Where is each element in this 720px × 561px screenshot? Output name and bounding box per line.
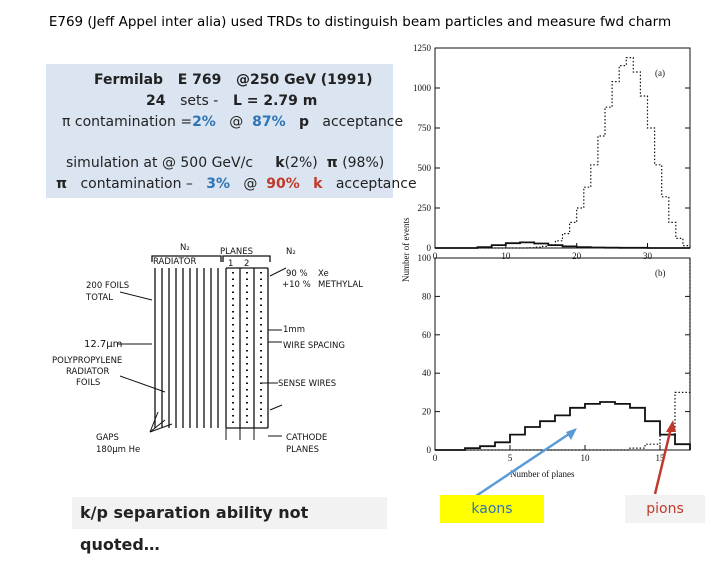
chart-a: 0 250 500 750 1000 1250 0 10 20 30 (a) [413,43,691,261]
length-value: L = 2.79 m [232,93,318,109]
acceptance-label: acceptance [322,114,404,130]
pi-contamination-value: 2% [192,114,216,130]
separation-note: k/p separation ability not quoted… [72,497,387,554]
gaps-label-2: 180μm He [96,445,140,455]
chart-a-ytick-label: 1000 [413,83,432,93]
gas-mix-1b: Xe [318,269,329,279]
kaons-arrow [469,430,573,502]
k-symbol: k [275,155,285,171]
p-symbol: p [298,114,310,130]
at-symbol-2: @ [243,176,258,192]
pions-label: pions [625,495,705,523]
sets-label: sets - [180,93,219,109]
foils-label-1: 200 FOILS [86,281,129,291]
chart-a-series-dotted [435,57,691,249]
n2-left-label: N₂ [180,243,190,253]
chart-a-panel-label: (a) [655,68,665,78]
chart-a-xtick-label: 30 [643,251,653,261]
simulation-label: simulation at @ 500 GeV/c [66,155,254,171]
chart-b-ytick-label: 100 [418,253,432,263]
kaons-arrowhead [566,428,577,440]
lab-name: Fermilab [94,72,164,88]
chart-b-series-dotted [435,258,691,451]
chart-b-ytick-label: 80 [422,291,432,301]
chart-a-xtick-label: 10 [501,251,511,261]
planes-label: PLANES [220,247,253,257]
k-acceptance-value: 90% [266,176,300,192]
sets-count: 24 [146,93,166,109]
chart-b-xtick-label: 15 [656,453,666,463]
chart-ylabel: Number of events [401,217,411,282]
gas-mix-1: 90 % [286,269,308,279]
chart-a-series-solid [435,241,690,249]
chart-b-series-solid [435,401,691,451]
gas-mix-2: +10 % [282,280,311,290]
kaons-label: kaons [440,495,544,523]
plane-1-label: 1 [228,259,233,269]
p-acceptance-value: 87% [252,114,286,130]
pi-symbol-2: π [56,176,68,192]
pi-fraction: (98%) [342,155,385,171]
pp-label-1: POLYPROPYLENE [52,356,122,366]
gaps-label-1: GAPS [96,433,119,443]
chart-a-ytick-label: 750 [418,123,432,133]
energy-year: @250 GeV (1991) [235,72,373,88]
chart-a-ytick-label: 0 [427,243,432,253]
chart-a-xtick-label: 20 [572,251,582,261]
sense-wires-label: SENSE WIRES [278,379,336,389]
chart-b-xtick-label: 5 [508,453,513,463]
pi-symbol: π [326,155,338,171]
chart-b-ytick-label: 0 [427,445,432,455]
n2-right-label: N₂ [286,247,296,257]
chart-b-ytick-label: 40 [422,368,432,378]
k-fraction: (2%) [284,155,318,171]
chart-b-xlabel: Number of planes [510,469,575,479]
gap-arrows [149,411,282,440]
chart-a-xtick-label: 0 [433,251,438,261]
chart-a-ytick-label: 500 [418,163,432,173]
foils-label-2: TOTAL [85,293,113,303]
experiment-id: E 769 [177,72,222,88]
chart-b-ytick-label: 20 [422,407,432,417]
at-symbol: @ [229,114,244,130]
acceptance-label-2: acceptance [335,176,417,192]
pions-arrow [653,427,673,495]
cathode-label-1: CATHODE [286,433,327,443]
mm-label: 1mm [283,325,305,335]
foil-thickness: 12.7μm [84,339,122,350]
slide-title: E769 (Jeff Appel inter alia) used TRDs t… [48,14,672,30]
chart-b-xtick-label: 0 [433,453,438,463]
planes-bracket [222,255,271,262]
chamber-planes [225,267,269,429]
k-symbol-2: k [313,176,323,192]
chart-a-ytick-label: 1250 [413,43,432,53]
wire-spacing-label: WIRE SPACING [283,341,345,351]
chart-b-xtick-label: 10 [581,453,591,463]
chart-b-panel-label: (b) [655,268,666,278]
experiment-info-box: Fermilab E 769 @250 GeV (1991) 24 sets -… [46,64,417,198]
contamination-label: contamination – [80,176,193,192]
pp-label-3: FOILS [76,378,100,388]
leader-lines [118,267,287,411]
gas-mix-2b: METHYLAL [318,280,363,290]
radiator-bracket [151,255,222,262]
radiator-foils [154,268,219,428]
chart-a-ytick-label: 250 [418,203,432,213]
pions-arrowhead [666,420,676,432]
trd-schematic: N₂ RADIATOR PLANES N₂ 1 2 90 % Xe +10 % … [52,243,363,455]
radiator-label: RADIATOR [153,257,196,267]
pi-contamination-label: π contamination = [62,114,193,130]
plane-2-label: 2 [244,259,249,269]
cathode-label-2: PLANES [286,445,319,455]
chart-b-ytick-label: 60 [422,330,432,340]
pp-label-2: RADIATOR [66,367,109,377]
pi-contamination-value-2: 3% [206,176,231,192]
chart-a-frame [434,47,691,249]
